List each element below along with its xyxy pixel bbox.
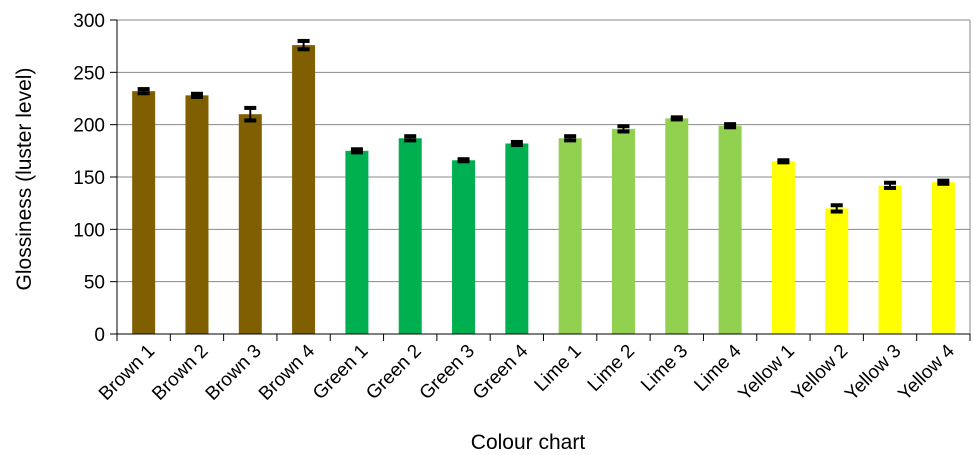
bar-yellow-4 — [931, 182, 955, 334]
bars — [132, 45, 955, 335]
error-bar-cap-top — [670, 115, 683, 120]
bar-lime-1 — [558, 138, 582, 334]
error-bar-cap-top — [404, 134, 417, 139]
error-bar-cap-top — [190, 91, 203, 96]
x-tick-label: Green 2 — [362, 341, 425, 404]
y-tick-label: 100 — [73, 220, 105, 241]
error-bar-cap-bottom — [830, 209, 843, 214]
bar-brown-4 — [292, 45, 316, 335]
y-tick-label: 200 — [73, 116, 105, 137]
x-tick-label: Lime 2 — [584, 341, 639, 396]
y-tick-label: 250 — [73, 63, 105, 84]
x-tick-label: Lime 1 — [531, 341, 586, 396]
axes — [110, 19, 971, 341]
x-tick-label: Brown 1 — [95, 341, 159, 405]
error-bar-cap-bottom — [457, 159, 470, 164]
bar-lime-2 — [611, 128, 635, 334]
error-bar-cap-top — [350, 147, 363, 152]
bar-yellow-3 — [878, 185, 902, 334]
error-bar-cap-top — [777, 158, 790, 163]
bar-lime-4 — [718, 125, 742, 334]
bar-brown-3 — [238, 114, 262, 334]
bar-brown-1 — [132, 91, 156, 334]
error-bar-cap-bottom — [404, 138, 417, 143]
error-bar-cap-top — [297, 38, 310, 43]
bar-green-1 — [345, 150, 369, 334]
y-axis-title: Glossiness (luster level) — [13, 68, 36, 291]
x-tick-label: Brown 2 — [148, 341, 212, 405]
error-bar-cap-top — [244, 105, 257, 110]
x-tick-label: Brown 4 — [255, 340, 319, 404]
error-bar-cap-bottom — [777, 160, 790, 165]
x-tick-label: Yellow 2 — [788, 341, 852, 405]
error-bar-cap-bottom — [884, 185, 897, 190]
bar-green-4 — [505, 143, 529, 334]
error-bar-cap-top — [564, 134, 577, 139]
bar-green-3 — [452, 160, 476, 334]
bar-yellow-2 — [825, 208, 849, 334]
bar-green-2 — [398, 138, 422, 334]
x-tick-label: Yellow 3 — [841, 341, 905, 405]
x-tick-label: Green 1 — [309, 341, 372, 404]
x-tick-label: Green 3 — [416, 341, 479, 404]
error-bar-cap-bottom — [244, 118, 257, 123]
x-tick-label: Brown 3 — [202, 341, 266, 405]
error-bar-cap-top — [510, 139, 523, 144]
error-bar-cap-top — [457, 157, 470, 162]
error-bar-cap-bottom — [724, 125, 737, 130]
error-bar-cap-top — [884, 180, 897, 185]
error-bar-cap-top — [937, 178, 950, 183]
error-bar-cap-bottom — [350, 150, 363, 155]
x-tick-label: Green 4 — [469, 340, 533, 404]
x-tick-label: Lime 3 — [637, 341, 692, 396]
error-bar-cap-bottom — [670, 117, 683, 122]
error-bars — [137, 38, 950, 214]
error-bar-cap-bottom — [137, 91, 150, 96]
error-bar-cap-top — [724, 122, 737, 127]
error-bar-cap-top — [617, 124, 630, 129]
error-bar-cap-bottom — [510, 143, 523, 148]
x-axis-title: Colour chart — [471, 431, 586, 454]
error-bar-cap-bottom — [297, 47, 310, 52]
error-bar-cap-bottom — [937, 181, 950, 186]
error-bar-cap-bottom — [617, 129, 630, 134]
error-bar-cap-bottom — [190, 94, 203, 99]
y-tick-labels: 0 50 100 150 200 250 300 — [73, 11, 105, 346]
y-tick-label: 300 — [73, 11, 105, 32]
x-tick-label: Yellow 4 — [894, 340, 959, 405]
y-tick-label: 50 — [84, 273, 105, 294]
x-tick-label: Yellow 1 — [735, 341, 799, 405]
y-tick-label: 150 — [73, 168, 105, 189]
y-tick-label: 0 — [94, 325, 105, 346]
bar-yellow-1 — [771, 161, 795, 334]
bar-lime-3 — [665, 118, 689, 335]
error-bar-cap-top — [830, 203, 843, 208]
bar-brown-2 — [185, 95, 209, 334]
error-bar-cap-bottom — [564, 138, 577, 143]
error-bar-cap-top — [137, 87, 150, 92]
